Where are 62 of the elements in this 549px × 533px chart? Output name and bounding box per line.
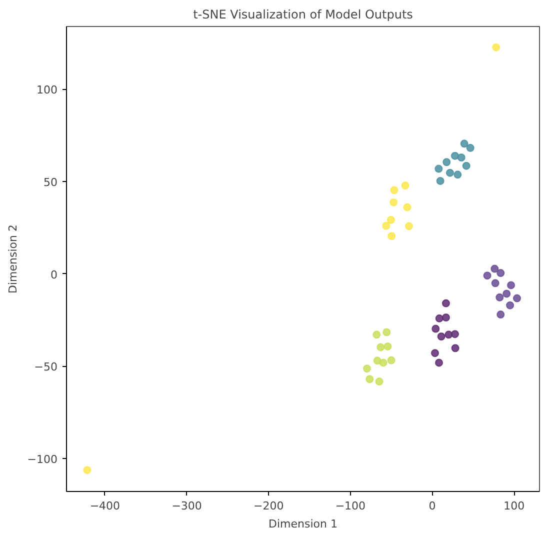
point xyxy=(491,279,500,288)
point xyxy=(496,310,505,319)
point xyxy=(507,281,516,290)
point xyxy=(434,164,443,173)
point xyxy=(83,466,92,474)
point xyxy=(376,343,385,352)
chart-title: t-SNE Visualization of Model Outputs xyxy=(193,8,413,22)
point xyxy=(446,168,454,177)
point xyxy=(442,299,450,308)
y-tick-label: −100 xyxy=(27,452,58,466)
point xyxy=(390,198,398,206)
x-tick-label: −200 xyxy=(254,500,284,512)
point xyxy=(451,344,460,352)
x-tick-label: 100 xyxy=(504,500,525,512)
point xyxy=(462,162,470,170)
point xyxy=(387,356,396,364)
point xyxy=(372,330,381,339)
point xyxy=(492,43,500,52)
y-tick-label: 100 xyxy=(36,84,58,97)
point xyxy=(483,272,492,280)
point xyxy=(437,332,446,340)
x-tick-label: −300 xyxy=(172,500,202,512)
point xyxy=(390,186,398,194)
point xyxy=(436,176,444,185)
point xyxy=(388,232,396,240)
x-tick-label: −400 xyxy=(90,500,120,512)
point xyxy=(403,203,412,212)
point xyxy=(382,222,390,230)
point xyxy=(450,330,459,338)
point xyxy=(496,269,505,278)
point xyxy=(502,290,511,298)
point xyxy=(384,342,392,350)
y-tick-label: 50 xyxy=(44,176,58,189)
x-tick-label: 0 xyxy=(428,500,436,512)
point xyxy=(375,378,384,386)
x-axis-title: Dimension 1 xyxy=(268,518,338,530)
y-tick-label: −50 xyxy=(34,360,58,374)
point xyxy=(435,358,444,367)
point xyxy=(366,375,374,384)
point xyxy=(460,140,468,148)
point xyxy=(466,144,474,152)
point xyxy=(401,182,410,190)
point xyxy=(435,314,444,322)
point xyxy=(490,264,499,273)
point xyxy=(362,364,371,373)
point xyxy=(450,152,459,160)
y-tick-label: 0 xyxy=(50,268,58,282)
point xyxy=(506,301,514,310)
point xyxy=(454,170,462,179)
point xyxy=(404,222,413,230)
x-tick-label: −100 xyxy=(335,500,366,512)
point xyxy=(432,324,440,333)
point xyxy=(442,158,451,166)
point xyxy=(379,358,388,367)
point xyxy=(431,349,439,358)
point xyxy=(442,314,450,322)
point xyxy=(496,293,504,302)
point xyxy=(512,294,521,302)
point xyxy=(457,154,466,162)
point xyxy=(386,216,395,224)
point xyxy=(382,328,391,336)
y-axis-title: Dimension 2 xyxy=(6,224,20,294)
